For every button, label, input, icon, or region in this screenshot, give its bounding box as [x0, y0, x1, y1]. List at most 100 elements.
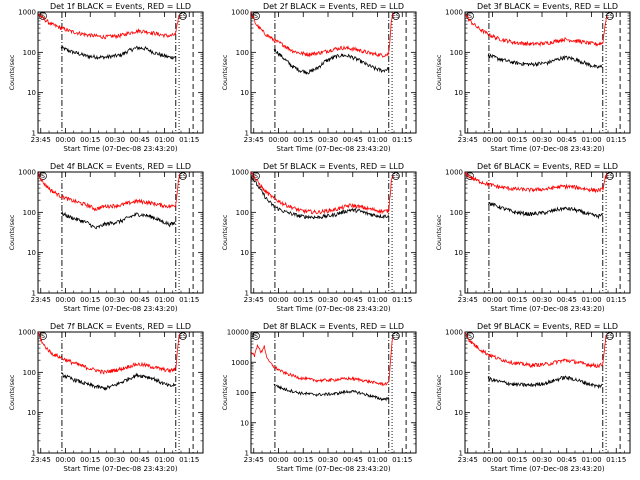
x-tick-label: 00:30	[532, 456, 552, 464]
x-tick-label: 00:45	[130, 136, 150, 144]
chart-panel-det-8f: Det 8f BLACK = Events, RED = LLD 1 10 100 10…	[221, 322, 417, 473]
y-tick-label: 1	[245, 130, 249, 138]
x-tick-label: 00:30	[318, 456, 338, 464]
x-tick-label: 23:45	[458, 296, 478, 304]
y-tick-label: 1000	[18, 169, 36, 177]
start-marker	[252, 332, 260, 340]
series-line-lld	[38, 13, 180, 40]
end-marker	[179, 12, 187, 20]
x-tick-label: 23:45	[244, 136, 264, 144]
y-tick-label: 1	[245, 450, 249, 458]
x-tick-label: 00:45	[343, 296, 363, 304]
series-line-events	[273, 383, 389, 402]
x-tick-label: 01:00	[367, 296, 387, 304]
x-tick-label: 00:45	[130, 456, 150, 464]
y-tick-label: 1	[32, 290, 36, 298]
chart-panel-det-5f: Det 5f BLACK = Events, RED = LLD 1 10 100 10…	[221, 162, 417, 313]
x-tick-label: 23:45	[244, 296, 264, 304]
x-tick-label: 00:45	[343, 456, 363, 464]
x-tick-label: 01:00	[154, 456, 174, 464]
y-tick-label: 1000	[231, 169, 249, 177]
x-tick-label: 01:00	[581, 136, 601, 144]
x-tick-label: 00:00	[482, 456, 502, 464]
x-tick-label: 00:00	[482, 136, 502, 144]
y-tick-label: 10	[240, 89, 249, 97]
series-line-lld	[251, 12, 393, 58]
y-tick-label: 100	[23, 369, 36, 377]
y-tick-label: 1000	[445, 9, 463, 17]
y-tick-label: 1000	[445, 169, 463, 177]
series-line-events	[487, 375, 603, 390]
y-tick-label: 10	[454, 89, 463, 97]
series-line-events	[60, 372, 176, 391]
plot-frame	[37, 171, 204, 294]
series-line-lld	[251, 172, 393, 215]
y-tick-label: 100	[450, 209, 463, 217]
end-marker-label: ES	[606, 333, 614, 340]
end-marker-label: ES	[392, 173, 400, 180]
start-marker-label: S	[41, 173, 45, 180]
chart-panel-det-3f: Det 3f BLACK = Events, RED = LLD 1 10 100 10…	[435, 2, 631, 153]
y-tick-label: 10	[454, 409, 463, 417]
series-line-lld	[465, 14, 607, 47]
x-tick-label: 00:00	[268, 136, 288, 144]
y-tick-label: 100	[23, 209, 36, 217]
x-tick-label: 00:30	[105, 456, 125, 464]
x-tick-label: 01:15	[179, 136, 199, 144]
x-tick-label: 00:30	[105, 296, 125, 304]
end-marker-label: ES	[392, 13, 400, 20]
x-tick-label: 00:00	[55, 296, 75, 304]
chart-panel-det-6f: Det 6f BLACK = Events, RED = LLD 1 10 100 10…	[435, 162, 631, 313]
x-tick-label: 01:00	[154, 296, 174, 304]
start-marker-label: S	[41, 13, 45, 20]
x-axis-label: Start Time (07-Dec-08 23:43:20)	[63, 145, 177, 153]
x-tick-label: 01:15	[392, 296, 412, 304]
x-tick-label: 00:15	[80, 296, 100, 304]
y-axis-label: Counts/sec	[8, 214, 16, 250]
x-tick-label: 00:00	[268, 456, 288, 464]
x-tick-label: 00:00	[55, 456, 75, 464]
x-tick-label: 01:15	[606, 296, 626, 304]
series-line-events	[273, 48, 389, 76]
x-tick-label: 00:45	[130, 296, 150, 304]
x-tick-label: 01:15	[179, 456, 199, 464]
x-tick-label: 00:30	[532, 296, 552, 304]
x-axis-label: Start Time (07-Dec-08 23:43:20)	[276, 465, 390, 473]
end-marker-label: ES	[606, 173, 614, 180]
y-tick-label: 10	[27, 89, 36, 97]
y-axis-label: Counts/sec	[221, 54, 229, 90]
y-tick-label: 1000	[18, 9, 36, 17]
chart-panel-det-9f: Det 9f BLACK = Events, RED = LLD 1 10 100 10…	[435, 322, 631, 473]
plot-frame	[250, 171, 417, 294]
chart-panel-det-2f: Det 2f BLACK = Events, RED = LLD 1 10 100 10…	[221, 2, 417, 153]
y-tick-label: 100	[236, 209, 249, 217]
chart-title: Det 2f BLACK = Events, RED = LLD	[263, 2, 404, 11]
x-tick-label: 23:45	[244, 456, 264, 464]
end-marker	[392, 332, 400, 340]
y-axis-label: Counts/sec	[8, 374, 16, 410]
x-axis-label: Start Time (07-Dec-08 23:43:20)	[490, 465, 604, 473]
chart-title: Det 9f BLACK = Events, RED = LLD	[477, 322, 618, 331]
x-tick-label: 23:45	[458, 136, 478, 144]
series-line-lld	[38, 172, 180, 212]
x-tick-label: 01:15	[392, 136, 412, 144]
x-tick-label: 00:00	[55, 136, 75, 144]
x-tick-label: 01:00	[367, 136, 387, 144]
chart-title: Det 4f BLACK = Events, RED = LLD	[50, 162, 191, 171]
x-axis-label: Start Time (07-Dec-08 23:43:20)	[276, 305, 390, 313]
y-tick-label: 100	[23, 49, 36, 57]
chart-panel-det-1f: Det 1f BLACK = Events, RED = LLD 1 10 100 10…	[8, 2, 204, 153]
y-tick-label: 1000	[445, 329, 463, 337]
x-axis-label: Start Time (07-Dec-08 23:43:20)	[63, 305, 177, 313]
end-marker-label: ES	[179, 333, 187, 340]
series-line-events	[60, 45, 176, 61]
x-tick-label: 01:15	[606, 136, 626, 144]
x-tick-label: 23:45	[31, 136, 51, 144]
start-marker-label: S	[468, 333, 472, 340]
x-tick-label: 00:30	[105, 136, 125, 144]
chart-title: Det 6f BLACK = Events, RED = LLD	[477, 162, 618, 171]
y-tick-label: 1000	[18, 329, 36, 337]
y-tick-label: 1000	[231, 359, 249, 367]
y-tick-label: 1	[459, 130, 463, 138]
